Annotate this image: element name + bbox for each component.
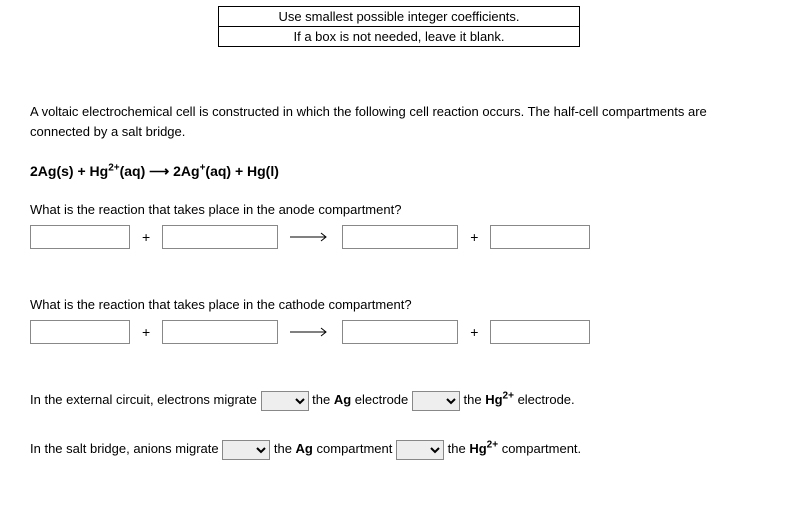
reaction-arrow-icon <box>288 230 332 244</box>
ag-compartment-label: Ag <box>296 441 313 456</box>
anode-reactant-1-input[interactable] <box>30 225 130 249</box>
hg-electrode-label: Hg2+ <box>485 392 514 407</box>
hint-line-1: Use smallest possible integer coefficien… <box>219 7 579 26</box>
plus-sign: + <box>140 229 152 245</box>
sentence-text: the <box>274 441 296 456</box>
overall-equation: 2Ag(s) + Hg2+(aq) ⟶ 2Ag+(aq) + Hg(l) <box>30 163 768 180</box>
sentence-text: In the external circuit, electrons migra… <box>30 392 261 407</box>
plus-sign: + <box>140 324 152 340</box>
plus-sign: + <box>468 229 480 245</box>
hint-box: Use smallest possible integer coefficien… <box>218 6 580 47</box>
anode-question: What is the reaction that takes place in… <box>30 202 768 217</box>
sentence-text: In the salt bridge, anions migrate <box>30 441 222 456</box>
sentence-text: electrode <box>355 392 412 407</box>
salt-bridge-sentence: In the salt bridge, anions migrate the A… <box>30 435 768 462</box>
anode-reactant-2-input[interactable] <box>162 225 278 249</box>
cathode-reactant-1-input[interactable] <box>30 320 130 344</box>
cathode-reaction-row: + + <box>30 320 768 344</box>
anion-direction-1-dropdown[interactable] <box>222 440 270 460</box>
anode-product-1-input[interactable] <box>342 225 458 249</box>
hg-compartment-label: Hg2+ <box>469 441 498 456</box>
sentence-text: the <box>312 392 334 407</box>
cathode-product-1-input[interactable] <box>342 320 458 344</box>
ag-electrode-label: Ag <box>334 392 351 407</box>
intro-text: A voltaic electrochemical cell is constr… <box>30 102 768 141</box>
sentence-text: compartment <box>317 441 396 456</box>
sentence-text: electrode. <box>518 392 575 407</box>
anode-product-2-input[interactable] <box>490 225 590 249</box>
reaction-arrow-icon <box>288 325 332 339</box>
electron-direction-2-dropdown[interactable] <box>412 391 460 411</box>
cathode-reactant-2-input[interactable] <box>162 320 278 344</box>
anode-reaction-row: + + <box>30 225 768 249</box>
anion-direction-2-dropdown[interactable] <box>396 440 444 460</box>
cathode-question: What is the reaction that takes place in… <box>30 297 768 312</box>
hint-line-2: If a box is not needed, leave it blank. <box>219 26 579 46</box>
plus-sign: + <box>468 324 480 340</box>
cathode-product-2-input[interactable] <box>490 320 590 344</box>
sentence-text: the <box>464 392 486 407</box>
sentence-text: compartment. <box>502 441 581 456</box>
sentence-text: the <box>448 441 470 456</box>
external-circuit-sentence: In the external circuit, electrons migra… <box>30 386 768 413</box>
electron-direction-1-dropdown[interactable] <box>261 391 309 411</box>
